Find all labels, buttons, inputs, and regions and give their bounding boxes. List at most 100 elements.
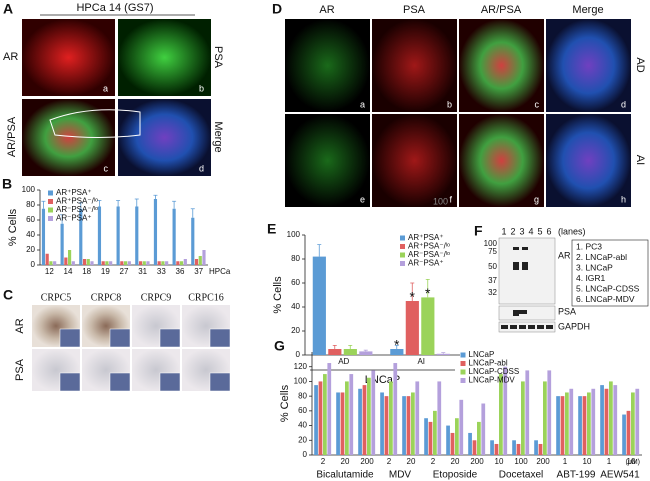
blot xyxy=(498,321,556,333)
x-tick-label: 10 xyxy=(495,457,504,466)
x-tick-label: 10 xyxy=(627,457,636,466)
lane-label: 1 xyxy=(501,226,506,236)
legend-item: 1. PC3 xyxy=(576,241,602,251)
error-bar xyxy=(425,279,430,298)
micrograph xyxy=(118,99,211,176)
bar xyxy=(191,217,195,265)
error-bar xyxy=(153,194,158,199)
legend-label: AR⁺PSA⁺ xyxy=(56,188,92,197)
band xyxy=(510,325,517,329)
x-tick-label: 12 xyxy=(45,267,54,276)
band-label: PSA xyxy=(558,306,576,316)
x-tick-label: 20 xyxy=(341,457,350,466)
bar xyxy=(327,363,332,455)
legend-label: AR⁻PSA⁺ xyxy=(56,214,92,223)
col-label: Merge xyxy=(572,4,603,16)
band xyxy=(513,247,519,250)
band xyxy=(522,247,528,250)
bar xyxy=(68,250,72,265)
x-tick-label: 36 xyxy=(176,267,185,276)
sub-label: c xyxy=(104,163,109,173)
bar xyxy=(328,349,342,355)
panel-letter: F xyxy=(474,223,483,239)
panel-letter: A xyxy=(3,1,13,17)
bar xyxy=(101,261,105,265)
bar xyxy=(146,261,150,265)
sub-label: f xyxy=(449,194,452,204)
legend-swatch xyxy=(400,244,405,249)
panel-letter: G xyxy=(274,338,285,354)
inset xyxy=(109,372,131,392)
error-bar xyxy=(394,345,399,349)
size-marker: 100 xyxy=(484,239,498,248)
sub-label: g xyxy=(534,194,539,204)
group-label: AEW541 xyxy=(600,470,640,481)
band-label: AR xyxy=(558,250,571,260)
bar xyxy=(323,374,327,455)
bar xyxy=(490,440,494,455)
bar xyxy=(609,381,613,455)
y-tick-label: 20 xyxy=(26,245,35,254)
y-tick-label: 120 xyxy=(294,362,308,371)
x-tick-label: AD xyxy=(338,357,349,366)
bar xyxy=(525,370,530,455)
error-bar xyxy=(134,198,139,207)
bar xyxy=(336,392,340,455)
inset xyxy=(59,328,81,348)
y-tick-label: 100 xyxy=(22,185,36,194)
error-bar xyxy=(116,200,121,207)
bar xyxy=(631,392,635,455)
inset xyxy=(59,372,81,392)
band xyxy=(513,310,527,314)
bar xyxy=(405,301,419,355)
x-tick-label: 200 xyxy=(470,457,484,466)
bar xyxy=(349,374,354,455)
bar xyxy=(97,206,102,265)
bar xyxy=(450,432,455,455)
sub-label: a xyxy=(103,83,108,93)
legend-swatch xyxy=(400,252,405,258)
legend-label: LNCaP-abl xyxy=(469,359,508,368)
legend-swatch xyxy=(48,199,53,204)
x-tick-label: 19 xyxy=(101,267,110,276)
x-tick-label: 20 xyxy=(407,457,416,466)
unit-label: (μM) xyxy=(625,459,640,466)
bar xyxy=(120,261,124,265)
bar xyxy=(53,261,57,265)
x-tick-label: AI xyxy=(417,357,425,366)
col-label: CRPC9 xyxy=(141,292,172,303)
bar xyxy=(371,370,376,455)
x-tick-label: 10 xyxy=(583,457,592,466)
bar xyxy=(512,440,516,455)
error-bar xyxy=(172,200,177,209)
band xyxy=(519,325,526,329)
bar xyxy=(345,381,349,455)
y-tick-label: 20 xyxy=(298,435,307,444)
bar xyxy=(446,425,450,455)
lanes-caption: (lanes) xyxy=(558,226,586,236)
error-bar xyxy=(190,208,195,218)
bar xyxy=(600,385,604,455)
x-tick-label: 37 xyxy=(194,267,203,276)
bar xyxy=(565,392,569,455)
legend-swatch xyxy=(460,369,466,375)
bar xyxy=(433,410,437,455)
bar xyxy=(198,256,202,265)
bar xyxy=(516,443,521,455)
y-tick-label: 100 xyxy=(287,230,301,239)
panel-title: HPCa 14 (GS7) xyxy=(76,2,153,14)
col-label: AR/PSA xyxy=(481,4,522,16)
bar xyxy=(543,381,547,455)
error-bar xyxy=(97,200,102,207)
bar xyxy=(521,381,525,455)
bar xyxy=(384,396,389,455)
inset xyxy=(209,372,231,392)
group-label: ABT-199 xyxy=(557,470,596,481)
micrograph xyxy=(546,19,631,112)
inset xyxy=(159,372,181,392)
inset xyxy=(109,328,131,348)
row-label: PSA xyxy=(14,358,26,381)
legend-item: 5. LNCaP-CDSS xyxy=(576,283,640,293)
bar xyxy=(578,396,582,455)
row-label: AD xyxy=(634,57,646,72)
